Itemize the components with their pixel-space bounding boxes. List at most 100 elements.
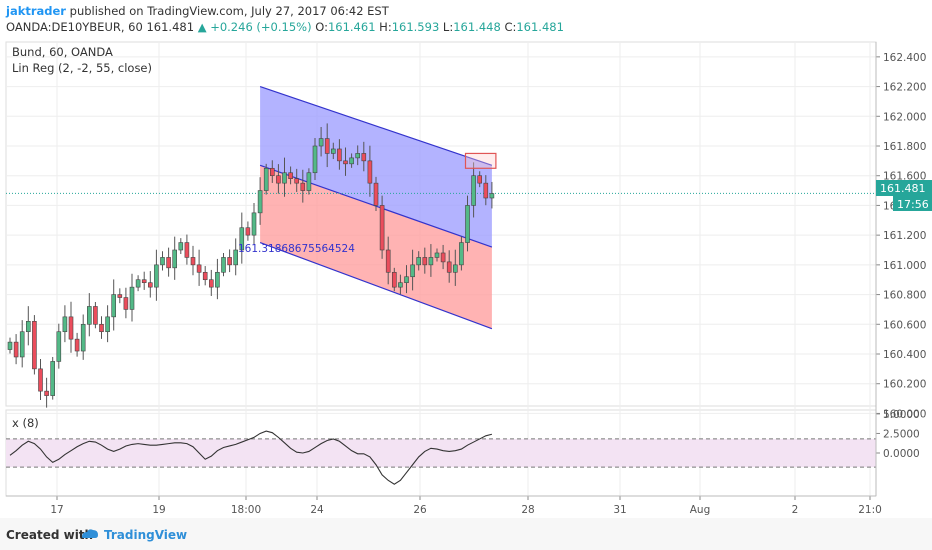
- published-text: published on TradingView.com, July 27, 2…: [69, 4, 389, 18]
- close-label: C:: [504, 20, 517, 34]
- price-tick-label: 162.200: [883, 82, 926, 94]
- candle-body: [221, 257, 226, 273]
- author-link[interactable]: jaktrader: [6, 4, 66, 18]
- candle-body: [13, 341, 19, 358]
- highlight-box: [464, 152, 497, 169]
- up-arrow-icon: ▲: [197, 20, 207, 34]
- oscillator-band-fill: [6, 438, 876, 468]
- candle-body: [263, 167, 269, 191]
- candle-body: [239, 227, 245, 251]
- candle-body: [257, 190, 263, 214]
- candle-body: [477, 175, 483, 184]
- high-value: 161.593: [391, 20, 440, 34]
- candle-body: [391, 271, 397, 288]
- candle-body: [227, 257, 232, 266]
- ohlc-line: OANDA:DE10YBEUR, 60 161.481 ▲ +0.246 (+0…: [6, 20, 564, 34]
- price-tick-label: 160.200: [883, 379, 926, 391]
- candle-body: [215, 271, 220, 288]
- lower-channel-fill: [260, 165, 492, 329]
- candle-body: [190, 257, 196, 266]
- candle-body: [330, 148, 336, 154]
- candle-body: [355, 153, 361, 159]
- candle-body: [318, 138, 324, 147]
- candle-body: [446, 261, 452, 273]
- candle-body: [80, 323, 86, 352]
- time-tick-label: 21:0: [858, 504, 882, 516]
- legend-title: Bund, 60, OANDA: [12, 45, 113, 59]
- chart-area[interactable]: 5.0000 2.5000 0.0000 162.400 162.200 162.000…: [0, 38, 932, 518]
- low-label: L:: [442, 20, 454, 34]
- candle-body: [343, 160, 348, 165]
- candle-body: [105, 316, 110, 333]
- footer: Created with TradingView: [0, 518, 932, 550]
- candle-body: [32, 321, 37, 370]
- candle-body: [434, 252, 440, 258]
- oscillator-title: x (8): [12, 416, 39, 430]
- price-badge-text: 161.481: [880, 182, 926, 195]
- open-value: 161.461: [327, 20, 376, 34]
- price-tick-label: 160.000: [883, 408, 926, 420]
- candle-body: [166, 257, 171, 269]
- oscillator-tick-label: 5.0000: [883, 409, 920, 421]
- price-tick-label: 161.600: [883, 171, 926, 183]
- candle-body: [135, 279, 141, 288]
- oscillator-line: [9, 430, 493, 485]
- symbol-label: OANDA:DE10YBEUR, 60: [6, 20, 143, 34]
- candle-body: [99, 323, 104, 333]
- lower-channel-line: [259, 242, 493, 330]
- price-badge: [876, 180, 932, 196]
- oscillator-pane: 5.0000 2.5000 0.0000: [6, 409, 920, 485]
- change-value: +0.246 (+0.15%): [210, 20, 312, 34]
- candle-body: [465, 205, 470, 243]
- candle-body: [416, 257, 422, 266]
- candle-body: [276, 175, 281, 184]
- candle-body: [306, 172, 312, 191]
- candle-body: [349, 157, 354, 165]
- oscillator-tick-label: 2.5000: [883, 428, 920, 440]
- candle-body: [440, 252, 446, 263]
- candle-body: [489, 193, 495, 199]
- candle-body: [160, 257, 165, 266]
- open-label: O:: [315, 20, 328, 34]
- low-value: 161.448: [453, 20, 501, 34]
- price-tick-label: 162.000: [883, 111, 926, 123]
- tradingview-link[interactable]: TradingView: [104, 528, 188, 542]
- candle-body: [196, 264, 202, 273]
- candle-body: [398, 282, 403, 288]
- candle-body: [410, 264, 415, 278]
- candle-body: [68, 316, 74, 340]
- time-badge: [893, 196, 932, 211]
- last-price: 161.481: [146, 20, 195, 34]
- candle-body: [44, 390, 49, 396]
- time-tick-label: 26: [413, 504, 427, 516]
- candle-body: [269, 167, 275, 177]
- candle-body: [50, 361, 56, 396]
- price-tick-label: 161.200: [883, 230, 926, 242]
- legend-indicator: Lin Reg (2, -2, 55, close): [12, 61, 152, 75]
- candle-body: [62, 316, 68, 333]
- candle-body: [129, 286, 135, 310]
- created-with-text: Created with: [6, 528, 94, 542]
- candle-body: [282, 172, 287, 184]
- time-tick-label: Aug: [690, 504, 711, 516]
- close-value: 161.481: [516, 20, 564, 34]
- candle-body: [379, 205, 385, 251]
- high-label: H:: [379, 20, 392, 34]
- candle-body: [300, 182, 306, 191]
- oscillator-tick-label: 0.0000: [883, 448, 920, 460]
- candle-body: [74, 338, 80, 352]
- time-tick-label: 2: [792, 504, 799, 516]
- upper-channel-fill: [260, 86, 492, 248]
- candle-body: [428, 257, 434, 266]
- time-tick-label: 18:00: [231, 504, 261, 516]
- candle-body: [324, 138, 330, 154]
- time-tick-label: 19: [152, 504, 165, 516]
- candle-body: [87, 306, 92, 325]
- candle-body: [117, 294, 123, 298]
- time-tick-label: 31: [613, 504, 626, 516]
- candle-body: [56, 331, 62, 362]
- candle-body: [209, 279, 214, 288]
- candle-body: [19, 331, 25, 358]
- candle-body: [459, 242, 464, 266]
- candle-body: [141, 279, 147, 283]
